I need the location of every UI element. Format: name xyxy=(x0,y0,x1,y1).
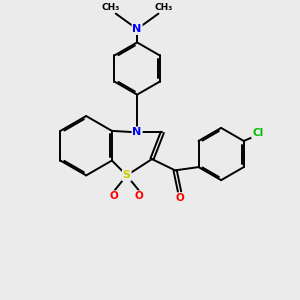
Text: Cl: Cl xyxy=(252,128,263,138)
Text: O: O xyxy=(135,191,144,201)
Text: O: O xyxy=(175,193,184,203)
Text: N: N xyxy=(133,24,142,34)
Text: CH₃: CH₃ xyxy=(155,3,173,12)
Text: N: N xyxy=(133,128,142,137)
Text: S: S xyxy=(123,170,131,180)
Text: CH₃: CH₃ xyxy=(101,3,119,12)
Text: O: O xyxy=(110,191,118,201)
